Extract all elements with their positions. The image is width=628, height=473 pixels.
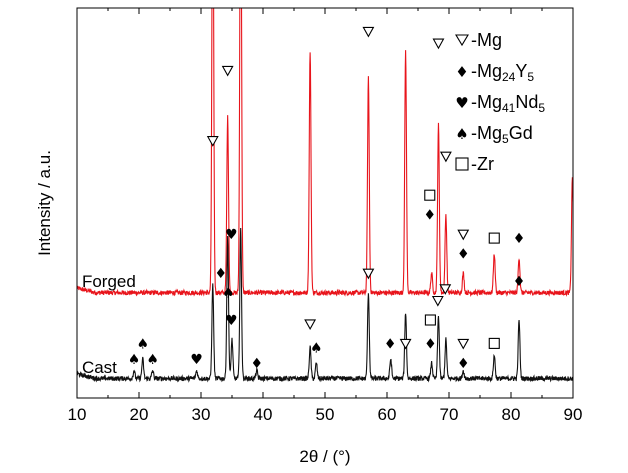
x-tick-label: 30 bbox=[192, 405, 211, 424]
x-tick-label: 60 bbox=[378, 405, 397, 424]
mg24y5-marker-cast-18: ♦ bbox=[457, 356, 470, 372]
mg24y5-marker-forged-14: ♦ bbox=[513, 231, 526, 247]
mg-marker-cast-8 bbox=[304, 319, 317, 331]
svg-text:♦: ♦ bbox=[423, 208, 436, 224]
svg-text:♠: ♠ bbox=[136, 336, 149, 352]
svg-text:♥: ♥ bbox=[190, 352, 203, 368]
mg5gd-marker-cast-2: ♠ bbox=[146, 352, 159, 368]
svg-text:♠: ♠ bbox=[222, 286, 235, 302]
x-tick-label: 10 bbox=[68, 405, 87, 424]
x-tick-label: 80 bbox=[502, 405, 521, 424]
mg5gd-marker-cast-5: ♠ bbox=[222, 286, 235, 302]
legend-item-3: ♠ -Mg5Gd bbox=[455, 123, 532, 146]
mg-marker-forged-11 bbox=[457, 229, 470, 241]
legend-item-2: ♥ -Mg41Nd5 bbox=[455, 92, 545, 115]
mg-marker-cast-12 bbox=[399, 338, 412, 350]
series-line-cast bbox=[77, 228, 573, 383]
x-tick-label: 90 bbox=[564, 405, 583, 424]
mg24y5-marker-cast-20: ♦ bbox=[513, 274, 526, 290]
mg-marker-forged-9 bbox=[432, 38, 445, 50]
plot-area: ♥♦♦♦♠♠♠ ♥♦♠♥♦♠ ♦ ♦♦♦ bbox=[77, 8, 573, 383]
series-line-forged bbox=[77, 8, 573, 298]
svg-text:♦: ♦ bbox=[457, 356, 470, 372]
x-tick-label: 70 bbox=[440, 405, 459, 424]
svg-text:♦: ♦ bbox=[215, 266, 228, 282]
mg5gd-marker-cast-1: ♠ bbox=[136, 336, 149, 352]
x-tick-label: 20 bbox=[130, 405, 149, 424]
svg-text:♦: ♦ bbox=[513, 231, 526, 247]
mg24y5-marker-cast-7: ♦ bbox=[251, 356, 264, 372]
mg-marker-forged-5 bbox=[362, 26, 375, 38]
legend-symbol-icon: ♦ bbox=[455, 63, 468, 81]
legend-zr-icon bbox=[455, 157, 469, 171]
mg24y5-marker-cast-11: ♦ bbox=[384, 336, 397, 352]
mg5gd-marker-cast-0: ♠ bbox=[128, 352, 141, 368]
legend-label: -Mg bbox=[471, 30, 502, 50]
x-axis-title: 2θ / (°) bbox=[299, 447, 350, 466]
legend-label: -Mg41Nd5 bbox=[471, 92, 545, 115]
mg41nd5-marker-forged-2: ♥ bbox=[225, 227, 238, 243]
mg-marker-cast-15 bbox=[431, 295, 444, 307]
x-tick-label: 50 bbox=[316, 405, 335, 424]
legend: -Mg♦ -Mg24Y5♥ -Mg41Nd5♠ -Mg5Gd-Zr bbox=[455, 30, 545, 174]
zr-marker-forged-7 bbox=[424, 189, 436, 201]
legend-item-1: ♦ -Mg24Y5 bbox=[455, 61, 534, 84]
svg-text:♠: ♠ bbox=[146, 352, 159, 368]
mg5gd-marker-cast-9: ♠ bbox=[310, 340, 323, 356]
y-axis-title: Intensity / a.u. bbox=[35, 150, 54, 256]
zr-marker-cast-13 bbox=[424, 314, 436, 326]
legend-symbol-icon: ♥ bbox=[455, 94, 468, 112]
mg-marker-cast-10 bbox=[362, 268, 375, 280]
mg24y5-marker-forged-12: ♦ bbox=[457, 247, 470, 263]
svg-text:♦: ♦ bbox=[251, 356, 264, 372]
svg-text:♠: ♠ bbox=[310, 340, 323, 356]
axes: Forged Cast 10 20 30 40 50 60 70 80 90 2θ / (°) Inte… bbox=[35, 7, 583, 466]
legend-label: -Mg5Gd bbox=[471, 123, 533, 146]
mg24y5-marker-cast-14: ♦ bbox=[424, 336, 437, 352]
mg-marker-forged-1 bbox=[221, 65, 234, 77]
mg41nd5-marker-cast-3: ♥ bbox=[190, 352, 203, 368]
mg41nd5-marker-cast-6: ♥ bbox=[225, 313, 238, 329]
legend-item-4: -Zr bbox=[455, 154, 494, 174]
mg-marker-forged-0 bbox=[206, 136, 219, 147]
svg-text:♠: ♠ bbox=[128, 352, 141, 368]
zr-marker-forged-13 bbox=[488, 232, 500, 244]
legend-label: -Mg24Y5 bbox=[471, 61, 534, 84]
series-label-forged: Forged bbox=[82, 272, 136, 291]
mg-marker-cast-17 bbox=[457, 338, 470, 350]
series-label-cast: Cast bbox=[82, 358, 117, 377]
zr-marker-cast-19 bbox=[488, 337, 500, 349]
legend-item-0: -Mg bbox=[455, 30, 502, 50]
svg-text:♦: ♦ bbox=[513, 274, 526, 290]
mg-marker-forged-10 bbox=[439, 151, 452, 163]
svg-text:♥: ♥ bbox=[225, 313, 238, 329]
svg-text:♦: ♦ bbox=[457, 247, 470, 263]
legend-mg-icon bbox=[455, 34, 469, 47]
legend-label: -Zr bbox=[471, 154, 494, 174]
svg-text:♦: ♦ bbox=[424, 336, 437, 352]
mg-marker-cast-16 bbox=[439, 284, 452, 295]
mg24y5-marker-forged-8: ♦ bbox=[423, 208, 436, 224]
svg-text:♦: ♦ bbox=[384, 336, 397, 352]
legend-symbol-icon: ♠ bbox=[455, 125, 468, 143]
svg-text:♥: ♥ bbox=[225, 227, 238, 243]
x-tick-label: 40 bbox=[254, 405, 273, 424]
mg24y5-marker-cast-4: ♦ bbox=[215, 266, 228, 282]
